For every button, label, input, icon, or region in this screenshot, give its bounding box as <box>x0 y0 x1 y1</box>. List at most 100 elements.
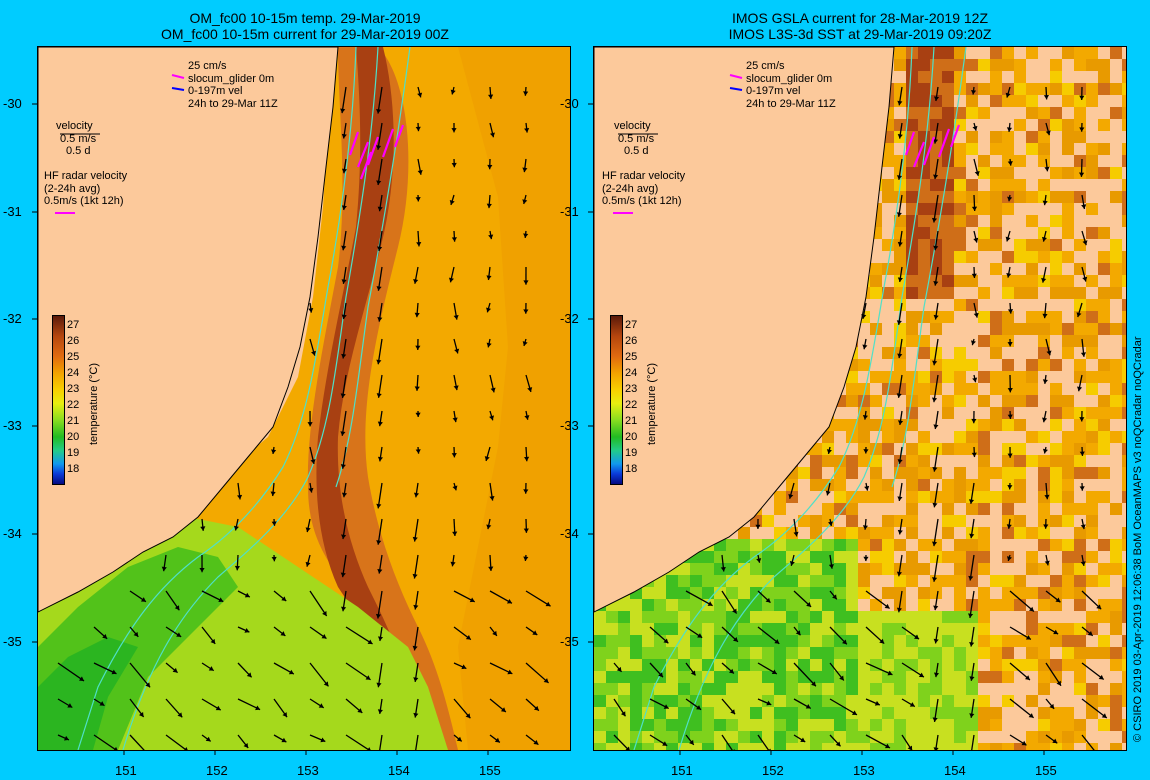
sst-cell <box>966 287 978 299</box>
sst-cell <box>774 683 786 695</box>
sst-cell <box>870 671 882 683</box>
sst-cell <box>1098 407 1110 419</box>
sst-cell <box>1026 179 1038 191</box>
sst-cell <box>618 695 630 707</box>
velocity-arrow-head <box>933 672 940 678</box>
sst-cell <box>846 683 858 695</box>
velocity-arrow-head <box>1056 680 1061 686</box>
sst-cell <box>1110 239 1122 251</box>
velocity-arrow-head <box>832 594 837 600</box>
sst-cell <box>906 467 918 479</box>
sst-cell <box>1086 203 1098 215</box>
sst-cell <box>750 563 762 575</box>
sst-cell <box>1086 599 1098 611</box>
sst-cell <box>798 659 810 671</box>
velocity-arrow-head <box>489 132 495 138</box>
velocity-arrow-head <box>933 281 939 286</box>
sst-cell <box>918 587 930 599</box>
sst-cell <box>642 623 654 635</box>
sst-cell <box>1074 743 1086 750</box>
velocity-arrow <box>1009 698 1035 719</box>
y-tick-label-r: -35 <box>560 634 579 649</box>
sst-cell <box>894 191 906 203</box>
sst-cell <box>834 683 846 695</box>
sst-cell <box>762 731 774 743</box>
x-tick-label: 155 <box>479 763 501 778</box>
sst-cell <box>1050 575 1062 587</box>
sst-cell <box>810 731 822 743</box>
sst-cell <box>1062 323 1074 335</box>
sst-cell <box>858 707 870 719</box>
sst-cell <box>1074 563 1086 575</box>
sst-cell <box>774 527 786 539</box>
velocity-arrow-head <box>1042 448 1048 454</box>
sst-cell <box>1038 215 1050 227</box>
sst-cell <box>930 587 942 599</box>
sst-cell <box>1110 263 1122 275</box>
sst-cell <box>666 623 678 635</box>
sst-cell <box>942 95 954 107</box>
sst-cell <box>822 515 834 527</box>
sst-cell <box>954 311 966 323</box>
sst-cell <box>966 731 978 743</box>
velocity-arrow <box>377 590 383 619</box>
sst-cell <box>966 191 978 203</box>
sst-cell <box>906 431 918 443</box>
sst-cell <box>1122 527 1126 539</box>
sst-cell <box>978 383 990 395</box>
sst-cell <box>1038 311 1050 323</box>
sst-cell <box>954 743 966 750</box>
sst-cell <box>1122 179 1126 191</box>
sst-cell <box>906 683 918 695</box>
sst-cell <box>1122 443 1126 455</box>
sst-cell <box>882 143 894 155</box>
sst-cell <box>750 611 762 623</box>
sst-cell <box>978 515 990 527</box>
sst-cell <box>954 443 966 455</box>
sst-cell <box>882 431 894 443</box>
sst-cell <box>1110 131 1122 143</box>
sst-cell <box>990 479 1002 491</box>
sst-cell <box>978 599 990 611</box>
sst-cell <box>942 731 954 743</box>
sst-cell <box>1110 575 1122 587</box>
velocity-arrow-head <box>523 528 529 533</box>
velocity-arrow-head <box>918 672 924 678</box>
velocity-arrow-head <box>862 344 868 350</box>
sst-cell <box>1038 503 1050 515</box>
sst-cell <box>1050 539 1062 551</box>
sst-cell <box>1110 179 1122 191</box>
velocity-arrow-head <box>533 705 539 711</box>
sst-cell <box>1086 179 1098 191</box>
sst-cell <box>918 203 930 215</box>
sst-cell <box>1002 443 1014 455</box>
sst-cell <box>990 275 1002 287</box>
velocity-arrow-head <box>1079 95 1085 100</box>
velocity-arrow-head <box>415 449 421 454</box>
sst-cell <box>1026 299 1038 311</box>
sst-cell <box>966 647 978 659</box>
sst-cell <box>1026 359 1038 371</box>
sst-cell <box>918 71 930 83</box>
sst-cell <box>870 707 882 719</box>
velocity-arrow-head <box>288 669 294 675</box>
sst-cell <box>918 419 930 431</box>
velocity-arrow-head <box>864 485 870 491</box>
sst-cell <box>990 503 1002 515</box>
sst-cell <box>810 563 822 575</box>
sst-cell <box>1050 563 1062 575</box>
offshore-band <box>458 47 570 750</box>
sst-cell <box>954 599 966 611</box>
sst-cell <box>1014 359 1026 371</box>
velocity-arrow-head <box>625 746 630 750</box>
sst-cell <box>846 731 858 743</box>
sst-cell <box>942 647 954 659</box>
sst-cell <box>966 611 978 623</box>
sst-cell <box>1050 503 1062 515</box>
velocity-arrow <box>415 734 419 750</box>
sst-cell <box>978 539 990 551</box>
sst-cell <box>894 743 906 750</box>
sst-cell <box>1122 203 1126 215</box>
sst-cell <box>1086 563 1098 575</box>
sst-cell <box>942 707 954 719</box>
